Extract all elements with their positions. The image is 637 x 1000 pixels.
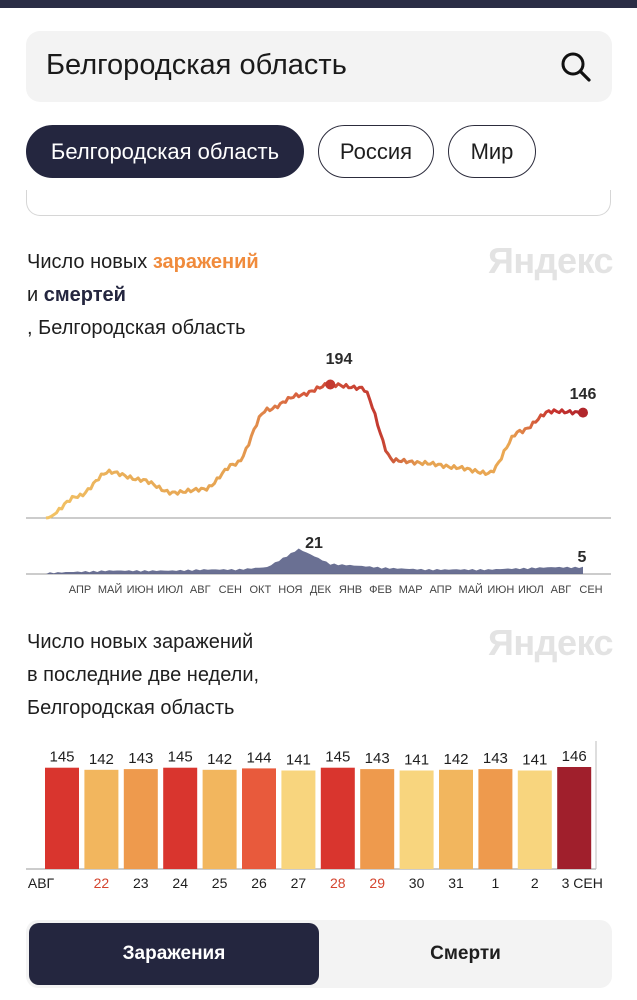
bar xyxy=(202,769,237,869)
chart2-title-line2: в последние две недели, xyxy=(27,664,260,686)
day-label: 30 xyxy=(409,875,425,891)
bar xyxy=(439,769,473,869)
bar-value-label: 145 xyxy=(49,749,74,766)
month-label: НОЯ xyxy=(278,584,302,596)
bar-value-label: 141 xyxy=(522,751,547,768)
month-label: ЯНВ xyxy=(339,584,362,596)
bar xyxy=(281,770,316,869)
month-label: ИЮЛ xyxy=(518,584,544,596)
infections-peak-label: 194 xyxy=(326,351,353,368)
bar-value-label: 142 xyxy=(207,751,232,768)
region-pill-belgorod[interactable]: Белгородская область xyxy=(26,125,304,178)
bar xyxy=(320,767,355,869)
month-label: ИЮЛ xyxy=(157,584,183,596)
bar xyxy=(45,767,79,869)
day-label: 29 xyxy=(369,875,385,891)
day-label: 2 xyxy=(531,875,539,891)
chart1-title-region: , Белгородская область xyxy=(27,317,246,339)
month-label: ФЕВ xyxy=(369,584,392,596)
search-icon[interactable] xyxy=(558,49,594,85)
month-label: ИЮН xyxy=(127,584,154,596)
chart2-title: Число новых заражений в последние две не… xyxy=(27,626,447,725)
top-status-strip xyxy=(0,0,637,8)
infections-line xyxy=(45,382,585,520)
bar-value-label: 142 xyxy=(443,751,468,768)
chart1-title-accent: заражений xyxy=(152,251,259,273)
month-axis: АПР МАЙ ИЮН ИЮЛ АВГ СЕН ОКТ НОЯ ДЕК ЯНВ ФЕВ МАР АПР М… xyxy=(69,583,603,596)
infections-last-dot xyxy=(578,407,588,418)
month-label: МАЙ xyxy=(98,583,122,596)
deaths-last-label: 5 xyxy=(578,549,587,566)
bar xyxy=(360,769,395,869)
bar xyxy=(399,770,434,869)
month-label: АВГ xyxy=(551,584,572,596)
two-week-bar-chart: 145 АВГ 142 22 143 23 145 24 142 25 144 26 141 27 145 2… xyxy=(26,741,603,891)
bar xyxy=(123,769,158,869)
day-label: 28 xyxy=(330,875,346,891)
bar xyxy=(242,768,276,869)
deaths-peak-label: 21 xyxy=(305,535,323,552)
region-pill-world[interactable]: Мир xyxy=(448,125,536,178)
yandex-watermark-2: Яндекс xyxy=(488,622,614,663)
bar xyxy=(478,769,513,869)
bar xyxy=(517,770,552,869)
chart1-title-part: Число новых xyxy=(27,251,153,273)
chart1-title-and: и xyxy=(27,284,44,306)
metric-toggle[interactable]: Заражения Смерти xyxy=(26,920,612,988)
month-label: ИЮН xyxy=(487,584,514,596)
day-label: 31 xyxy=(448,875,464,891)
month-label: АПР xyxy=(69,584,91,596)
day-label: 25 xyxy=(212,875,228,891)
month-label: ОКТ xyxy=(250,584,272,596)
bar-value-label: 141 xyxy=(286,751,311,768)
day-label: 3 СЕН xyxy=(562,875,603,891)
bars-group: 145 АВГ 142 22 143 23 145 24 142 25 144 26 141 27 145 2… xyxy=(28,748,603,891)
chart2-title-line3: Белгородская область xyxy=(27,697,235,719)
bar-value-label: 143 xyxy=(483,750,508,767)
chart1-title-deaths: смертей xyxy=(43,284,126,306)
bar-value-label: 143 xyxy=(128,750,153,767)
month-label: МАР xyxy=(399,584,423,596)
day-label: 23 xyxy=(133,875,149,891)
bar-value-label: 144 xyxy=(246,749,271,766)
month-label: СЕН xyxy=(579,584,602,596)
day-label: 27 xyxy=(291,875,307,891)
toggle-deaths[interactable]: Смерти xyxy=(430,943,501,964)
cases-deaths-line-chart: 194 146 21 5 АПР МАЙ ИЮН ИЮЛ АВГ СЕН ОКТ НОЯ ДЕК… xyxy=(26,351,611,596)
day-label: 22 xyxy=(94,875,110,891)
collapsed-card-edge xyxy=(26,190,611,216)
month-label: СЕН xyxy=(219,584,242,596)
bar xyxy=(84,769,119,869)
bar-value-label: 145 xyxy=(168,749,193,766)
bar-value-label: 145 xyxy=(325,749,350,766)
day-label: 1 xyxy=(492,875,500,891)
toggle-infections[interactable]: Заражения xyxy=(29,923,319,985)
search-query[interactable]: Белгородская область xyxy=(46,49,347,81)
month-label: ДЕК xyxy=(310,584,332,596)
bar-value-label: 146 xyxy=(562,748,587,765)
chart2-title-line1: Число новых заражений xyxy=(27,631,254,653)
deaths-area xyxy=(46,548,583,574)
day-label: 26 xyxy=(251,875,267,891)
bar xyxy=(557,767,592,869)
day-label: АВГ xyxy=(28,875,55,891)
chart1-title: Число новых заражений и смертей , Белгор… xyxy=(27,246,467,345)
infections-peak-dot xyxy=(325,379,336,390)
month-label: АПР xyxy=(429,584,451,596)
month-label: МАЙ xyxy=(459,583,483,596)
bar-value-label: 142 xyxy=(89,751,114,768)
bar xyxy=(163,767,198,869)
month-label: АВГ xyxy=(190,584,211,596)
search-bar[interactable]: Белгородская область xyxy=(26,31,612,102)
region-pill-russia[interactable]: Россия xyxy=(318,125,434,178)
infections-last-label: 146 xyxy=(570,386,597,403)
bar-value-label: 143 xyxy=(365,750,390,767)
day-label: 24 xyxy=(172,875,188,891)
bar-value-label: 141 xyxy=(404,751,429,768)
yandex-watermark: Яндекс xyxy=(488,240,614,281)
